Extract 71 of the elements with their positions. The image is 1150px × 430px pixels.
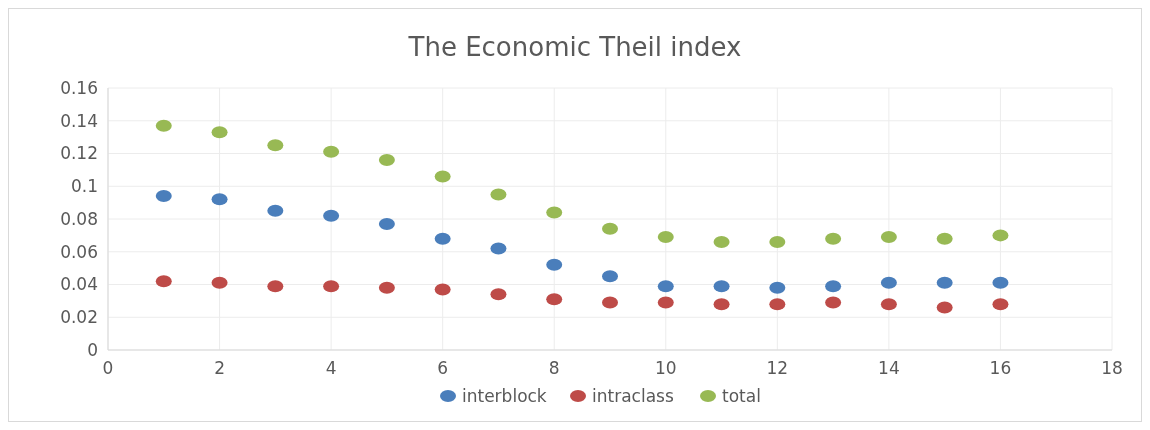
point bbox=[602, 222, 618, 235]
point bbox=[769, 235, 786, 248]
x-tick-label: 12 bbox=[766, 358, 789, 378]
y-tick-label: 0.1 bbox=[70, 176, 98, 197]
point bbox=[713, 298, 730, 311]
y-tick-label: 0.14 bbox=[60, 110, 98, 131]
point bbox=[992, 276, 1009, 289]
point bbox=[155, 119, 172, 132]
point bbox=[434, 232, 451, 245]
point bbox=[546, 206, 563, 219]
x-tick-label: 18 bbox=[1101, 358, 1123, 378]
point bbox=[936, 232, 953, 245]
point bbox=[155, 275, 172, 288]
point bbox=[657, 231, 674, 244]
point bbox=[657, 280, 674, 293]
x-tick-label: 10 bbox=[654, 358, 677, 378]
y-tick-label: 0.16 bbox=[60, 77, 98, 98]
point bbox=[211, 126, 228, 139]
x-tick-label: 4 bbox=[325, 358, 337, 378]
point bbox=[267, 139, 284, 152]
legend-label: total bbox=[722, 386, 761, 406]
point bbox=[992, 229, 1009, 242]
y-tick-label: 0.04 bbox=[60, 274, 98, 295]
point bbox=[936, 276, 953, 289]
point bbox=[602, 270, 618, 283]
point bbox=[323, 209, 340, 222]
point bbox=[323, 280, 340, 293]
point bbox=[546, 258, 563, 271]
y-tick-label: 0 bbox=[87, 339, 98, 360]
x-tick-label: 14 bbox=[878, 358, 900, 378]
x-tick-label: 16 bbox=[989, 358, 1012, 378]
point bbox=[602, 296, 618, 309]
point bbox=[992, 298, 1009, 311]
y-tick-label: 0.08 bbox=[60, 208, 98, 229]
point bbox=[769, 281, 786, 294]
legend-label: interblock bbox=[462, 386, 547, 406]
y-tick-label: 0.06 bbox=[60, 241, 98, 262]
x-tick-label: 2 bbox=[214, 358, 225, 378]
point bbox=[769, 298, 786, 311]
point bbox=[378, 281, 395, 294]
point bbox=[825, 296, 842, 309]
chart-title: The Economic Theil index bbox=[407, 32, 742, 62]
point bbox=[211, 193, 228, 206]
y-tick-label: 0.02 bbox=[60, 307, 98, 328]
point bbox=[657, 296, 674, 309]
point bbox=[378, 154, 395, 167]
point bbox=[880, 298, 897, 311]
point bbox=[546, 293, 563, 306]
point bbox=[267, 280, 284, 293]
x-tick-label: 0 bbox=[102, 358, 114, 378]
point bbox=[713, 235, 730, 248]
point bbox=[936, 301, 953, 314]
point bbox=[825, 280, 842, 293]
point bbox=[323, 145, 340, 158]
point bbox=[378, 217, 395, 230]
point bbox=[713, 280, 730, 293]
point bbox=[155, 190, 172, 203]
point bbox=[880, 276, 897, 289]
point bbox=[490, 188, 507, 201]
point bbox=[825, 232, 842, 245]
point bbox=[490, 242, 507, 255]
x-tick-label: 6 bbox=[437, 358, 449, 378]
x-tick-label: 8 bbox=[548, 358, 560, 378]
legend-label: intraclass bbox=[592, 386, 674, 406]
point bbox=[211, 276, 228, 289]
point bbox=[434, 283, 451, 296]
point bbox=[267, 204, 284, 217]
y-tick-label: 0.12 bbox=[60, 143, 98, 164]
point bbox=[434, 170, 451, 183]
point bbox=[880, 231, 897, 244]
point bbox=[490, 288, 507, 301]
